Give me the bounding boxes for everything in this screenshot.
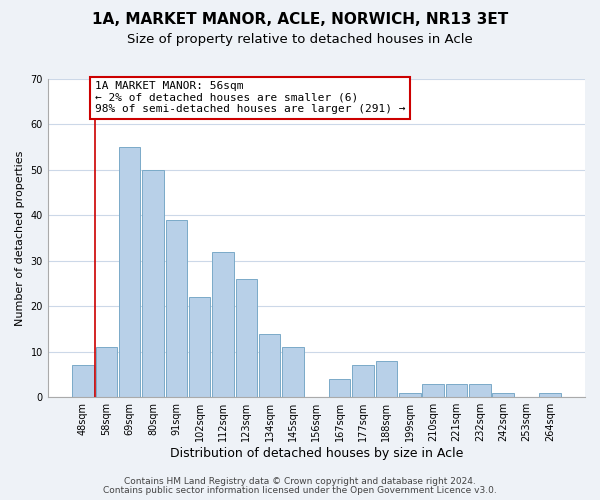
Bar bbox=[166, 220, 187, 397]
Bar bbox=[446, 384, 467, 397]
Bar bbox=[119, 147, 140, 397]
Bar bbox=[259, 334, 280, 397]
Bar bbox=[352, 366, 374, 397]
Bar bbox=[95, 347, 117, 397]
Text: 1A MARKET MANOR: 56sqm
← 2% of detached houses are smaller (6)
98% of semi-detac: 1A MARKET MANOR: 56sqm ← 2% of detached … bbox=[95, 82, 405, 114]
Bar bbox=[236, 279, 257, 397]
Text: 1A, MARKET MANOR, ACLE, NORWICH, NR13 3ET: 1A, MARKET MANOR, ACLE, NORWICH, NR13 3E… bbox=[92, 12, 508, 28]
Bar bbox=[539, 392, 560, 397]
Bar bbox=[72, 366, 94, 397]
Bar bbox=[142, 170, 164, 397]
Bar bbox=[212, 252, 234, 397]
Bar bbox=[329, 379, 350, 397]
Y-axis label: Number of detached properties: Number of detached properties bbox=[15, 150, 25, 326]
Bar bbox=[376, 361, 397, 397]
Bar bbox=[189, 297, 211, 397]
Text: Size of property relative to detached houses in Acle: Size of property relative to detached ho… bbox=[127, 32, 473, 46]
X-axis label: Distribution of detached houses by size in Acle: Distribution of detached houses by size … bbox=[170, 447, 463, 460]
Bar bbox=[422, 384, 444, 397]
Bar bbox=[283, 347, 304, 397]
Bar bbox=[493, 392, 514, 397]
Text: Contains HM Land Registry data © Crown copyright and database right 2024.: Contains HM Land Registry data © Crown c… bbox=[124, 477, 476, 486]
Bar bbox=[399, 392, 421, 397]
Bar bbox=[469, 384, 491, 397]
Text: Contains public sector information licensed under the Open Government Licence v3: Contains public sector information licen… bbox=[103, 486, 497, 495]
